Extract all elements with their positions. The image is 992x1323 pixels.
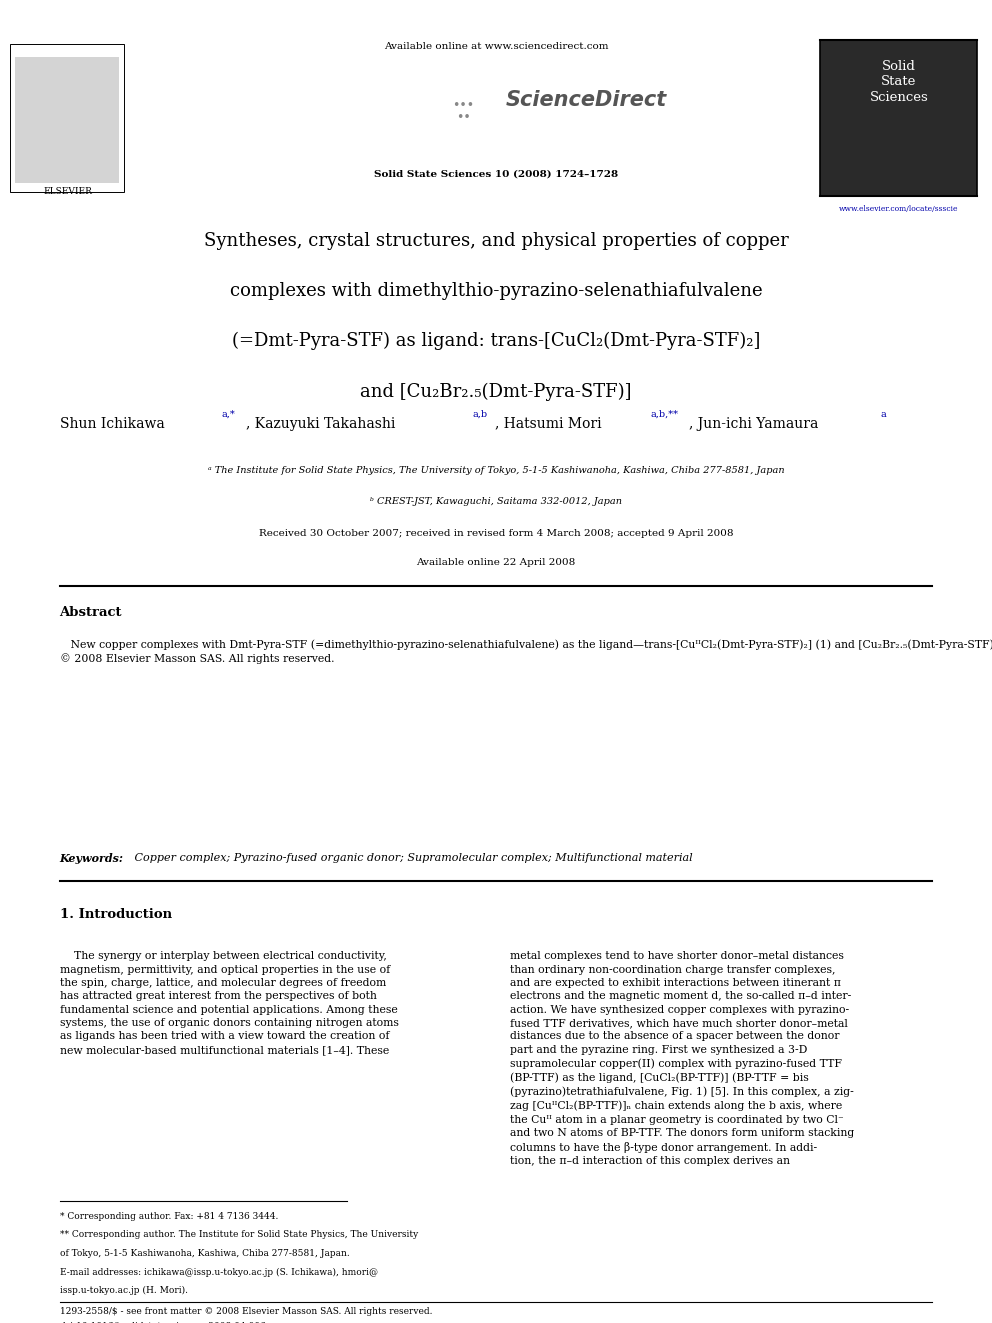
- Text: Received 30 October 2007; received in revised form 4 March 2008; accepted 9 Apri: Received 30 October 2007; received in re…: [259, 529, 733, 538]
- Text: metal complexes tend to have shorter donor–metal distances
than ordinary non-coo: metal complexes tend to have shorter don…: [510, 951, 854, 1167]
- Text: Keywords:: Keywords:: [60, 853, 124, 864]
- Text: ScienceDirect: ScienceDirect: [506, 90, 668, 110]
- Text: New copper complexes with Dmt-Pyra-STF (=dimethylthio-pyrazino-selenathiafulvale: New copper complexes with Dmt-Pyra-STF (…: [60, 639, 992, 664]
- Text: doi:10.1016/j.solidstatesciences.2008.04.006: doi:10.1016/j.solidstatesciences.2008.04…: [60, 1322, 266, 1323]
- Text: a: a: [881, 410, 887, 419]
- Bar: [820, 40, 977, 196]
- Text: Abstract: Abstract: [60, 606, 122, 619]
- Text: Solid State Sciences 10 (2008) 1724–1728: Solid State Sciences 10 (2008) 1724–1728: [374, 169, 618, 179]
- Text: ELSEVIER: ELSEVIER: [43, 187, 92, 196]
- Text: www.elsevier.com/locate/ssscie: www.elsevier.com/locate/ssscie: [839, 205, 958, 213]
- Text: 1293-2558/$ - see front matter © 2008 Elsevier Masson SAS. All rights reserved.: 1293-2558/$ - see front matter © 2008 El…: [60, 1307, 433, 1316]
- Text: Shun Ichikawa: Shun Ichikawa: [60, 417, 169, 431]
- Text: complexes with dimethylthio-pyrazino-selenathiafulvalene: complexes with dimethylthio-pyrazino-sel…: [230, 282, 762, 300]
- Text: Syntheses, crystal structures, and physical properties of copper: Syntheses, crystal structures, and physi…: [203, 232, 789, 250]
- Text: ᵇ CREST-JST, Kawaguchi, Saitama 332-0012, Japan: ᵇ CREST-JST, Kawaguchi, Saitama 332-0012…: [370, 497, 622, 507]
- Text: * Corresponding author. Fax: +81 4 7136 3444.: * Corresponding author. Fax: +81 4 7136 …: [60, 1212, 278, 1221]
- Text: a,*: a,*: [221, 410, 235, 419]
- Text: ** Corresponding author. The Institute for Solid State Physics, The University: ** Corresponding author. The Institute f…: [60, 1230, 418, 1240]
- Text: , Kazuyuki Takahashi: , Kazuyuki Takahashi: [246, 417, 400, 431]
- Text: , Hatsumi Mori: , Hatsumi Mori: [495, 417, 606, 431]
- Text: Solid
State
Sciences: Solid State Sciences: [869, 60, 929, 103]
- Text: and [Cu₂Br₂.₅(Dmt-Pyra-STF)]: and [Cu₂Br₂.₅(Dmt-Pyra-STF)]: [360, 382, 632, 401]
- Text: •••
••: ••• ••: [452, 99, 474, 124]
- Text: Available online 22 April 2008: Available online 22 April 2008: [417, 558, 575, 568]
- Bar: [15, 57, 119, 183]
- Text: a,b,**: a,b,**: [651, 410, 679, 419]
- Text: Copper complex; Pyrazino-fused organic donor; Supramolecular complex; Multifunct: Copper complex; Pyrazino-fused organic d…: [131, 853, 692, 864]
- Text: , Jun-ichi Yamaura: , Jun-ichi Yamaura: [689, 417, 823, 431]
- Text: 1. Introduction: 1. Introduction: [60, 908, 172, 921]
- Text: (=Dmt-Pyra-STF) as ligand: trans-[CuCl₂(Dmt-Pyra-STF)₂]: (=Dmt-Pyra-STF) as ligand: trans-[CuCl₂(…: [232, 332, 760, 351]
- Text: ᵃ The Institute for Solid State Physics, The University of Tokyo, 5-1-5 Kashiwan: ᵃ The Institute for Solid State Physics,…: [207, 466, 785, 475]
- Text: The synergy or interplay between electrical conductivity,
magnetism, permittivit: The synergy or interplay between electri…: [60, 951, 399, 1054]
- Text: issp.u-tokyo.ac.jp (H. Mori).: issp.u-tokyo.ac.jp (H. Mori).: [60, 1286, 187, 1295]
- Text: E-mail addresses: ichikawa@issp.u-tokyo.ac.jp (S. Ichikawa), hmori@: E-mail addresses: ichikawa@issp.u-tokyo.…: [60, 1267, 378, 1277]
- Text: of Tokyo, 5-1-5 Kashiwanoha, Kashiwa, Chiba 277-8581, Japan.: of Tokyo, 5-1-5 Kashiwanoha, Kashiwa, Ch…: [60, 1249, 349, 1258]
- Text: a,b: a,b: [472, 410, 487, 419]
- Text: Available online at www.sciencedirect.com: Available online at www.sciencedirect.co…: [384, 42, 608, 52]
- Bar: [10, 44, 124, 192]
